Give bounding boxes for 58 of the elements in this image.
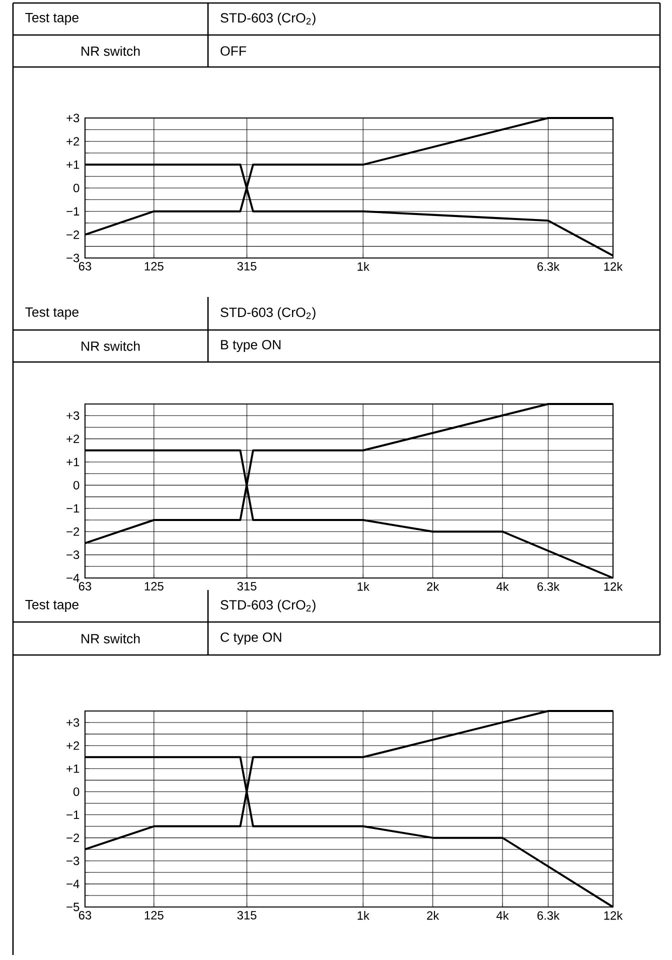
text: STD-603 (CrO$_{2}$) (220, 12, 316, 26)
x-tick-label: 12k (604, 910, 623, 920)
y-tick-label: −1 (66, 504, 80, 513)
x-tick-label: 2k (427, 910, 440, 920)
y-tick-label: +3 (66, 114, 80, 122)
x-tick-label: 315 (237, 582, 256, 591)
y-tick-label: −1 (66, 207, 80, 216)
x-tick-label: 125 (144, 262, 164, 270)
text: B type ON (221, 340, 280, 352)
x-tick-label: 12k (604, 262, 623, 271)
x-tick-label: 315 (237, 910, 256, 920)
y-tick-label: 0 (73, 787, 80, 796)
y-tick-label: +1 (66, 764, 80, 773)
y-tick-label: 0 (73, 184, 80, 192)
text: NR switch (82, 634, 140, 644)
x-tick-label: 1k (358, 582, 370, 591)
y-tick-label: +2 (66, 137, 80, 146)
y-tick-label: +2 (66, 434, 80, 443)
x-tick-label: 12k (604, 582, 623, 591)
text: STD-603 (CrO$_{2}$) (220, 307, 316, 320)
x-tick-label: 315 (237, 262, 256, 270)
y-tick-label: 0 (73, 480, 80, 490)
y-tick-label: −1 (66, 810, 80, 819)
text: NR switch (82, 46, 140, 56)
x-tick-label: 63 (78, 262, 92, 270)
x-tick-label: 63 (78, 582, 92, 591)
y-tick-label: +2 (66, 741, 80, 750)
x-tick-label: 1k (358, 262, 370, 271)
text: OFF (220, 46, 246, 56)
text: STD-603 (CrO$_{2}$) (220, 600, 316, 612)
text: Test tape (25, 13, 78, 25)
y-tick-label: −4 (66, 574, 80, 582)
y-tick-label: +3 (66, 718, 80, 727)
x-tick-label: 1k (358, 910, 370, 920)
x-tick-label: 63 (78, 910, 92, 920)
y-tick-label: −2 (66, 527, 80, 536)
x-tick-label: 125 (144, 582, 164, 591)
y-tick-label: −3 (66, 254, 80, 262)
x-tick-label: 125 (144, 910, 164, 920)
text: C type ON (220, 632, 282, 645)
y-tick-label: −2 (66, 834, 80, 842)
y-tick-label: +3 (66, 411, 80, 420)
y-tick-label: −2 (66, 230, 80, 239)
y-tick-label: −3 (66, 550, 80, 560)
y-tick-label: −4 (66, 880, 80, 888)
x-tick-label: 6.3k (537, 262, 560, 271)
y-tick-label: +1 (66, 160, 80, 169)
x-tick-label: 4k (496, 910, 509, 920)
x-tick-label: 4k (496, 582, 509, 591)
x-tick-label: 6.3k (537, 910, 560, 920)
x-tick-label: 6.3k (537, 582, 560, 591)
y-tick-label: +1 (66, 458, 80, 466)
x-tick-label: 2k (427, 582, 440, 591)
y-tick-label: −3 (66, 856, 80, 866)
text: Test tape (25, 308, 78, 320)
text: Test tape (25, 600, 78, 612)
text: NR switch (82, 341, 140, 351)
y-tick-label: −5 (66, 902, 80, 912)
